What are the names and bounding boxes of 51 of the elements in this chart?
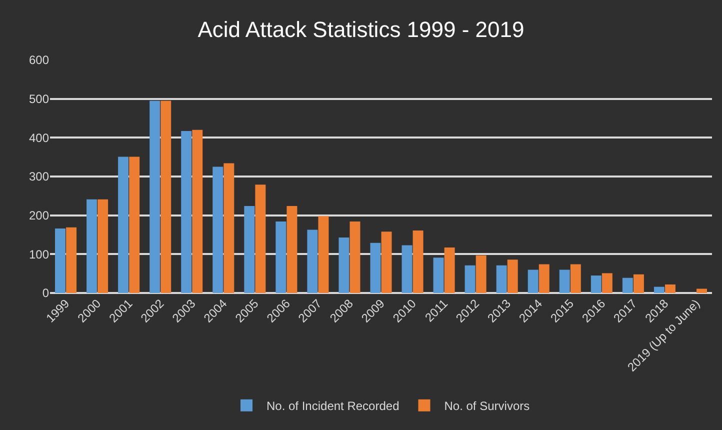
bar: [350, 222, 360, 293]
bar: [370, 242, 381, 293]
bar: [255, 184, 266, 293]
bar: [118, 156, 129, 293]
y-tick-label: 100: [28, 247, 50, 262]
y-tick-label: 500: [28, 92, 50, 106]
bar: [570, 264, 581, 293]
y-tick-label: 0: [42, 286, 50, 300]
bar: [381, 232, 392, 293]
bar: [496, 265, 507, 293]
bar: [654, 286, 664, 293]
bar: [476, 255, 486, 293]
bar: [192, 130, 203, 293]
bar: [538, 264, 550, 293]
bar: [224, 163, 234, 293]
bar: [98, 199, 108, 293]
y-tick-label: 400: [28, 130, 50, 145]
bar: [433, 258, 444, 293]
y-tick-label: 600: [28, 53, 50, 68]
y-tick-label: 200: [28, 208, 50, 223]
bar: [276, 222, 286, 293]
legend-label: No. of Survivors: [444, 399, 530, 414]
bar: [444, 248, 455, 293]
y-tick-label: 300: [28, 170, 50, 184]
bar: [696, 288, 707, 293]
bar: [590, 276, 602, 293]
chart-title: Acid Attack Statistics 1999 - 2019: [198, 16, 524, 42]
bar: [622, 278, 633, 293]
bar: [160, 100, 172, 293]
bar: [129, 156, 140, 293]
bar: [286, 206, 298, 293]
bar: [412, 230, 424, 293]
bar: [86, 199, 98, 293]
bar: [181, 131, 192, 293]
bar: [528, 270, 538, 293]
legend-label: No. of Incident Recorded: [266, 399, 400, 414]
bar: [244, 206, 255, 293]
bar: [402, 245, 412, 293]
bar: [464, 265, 476, 293]
bar: [55, 228, 66, 293]
bar: [633, 274, 644, 293]
bar: [66, 227, 77, 293]
bar: [602, 273, 612, 293]
bar: [212, 166, 224, 293]
bar: [318, 216, 329, 293]
bar: [664, 284, 676, 293]
bar: [307, 230, 318, 293]
bar: [507, 260, 518, 293]
bar: [338, 237, 350, 293]
bar: [559, 270, 570, 293]
bar: [150, 100, 160, 293]
